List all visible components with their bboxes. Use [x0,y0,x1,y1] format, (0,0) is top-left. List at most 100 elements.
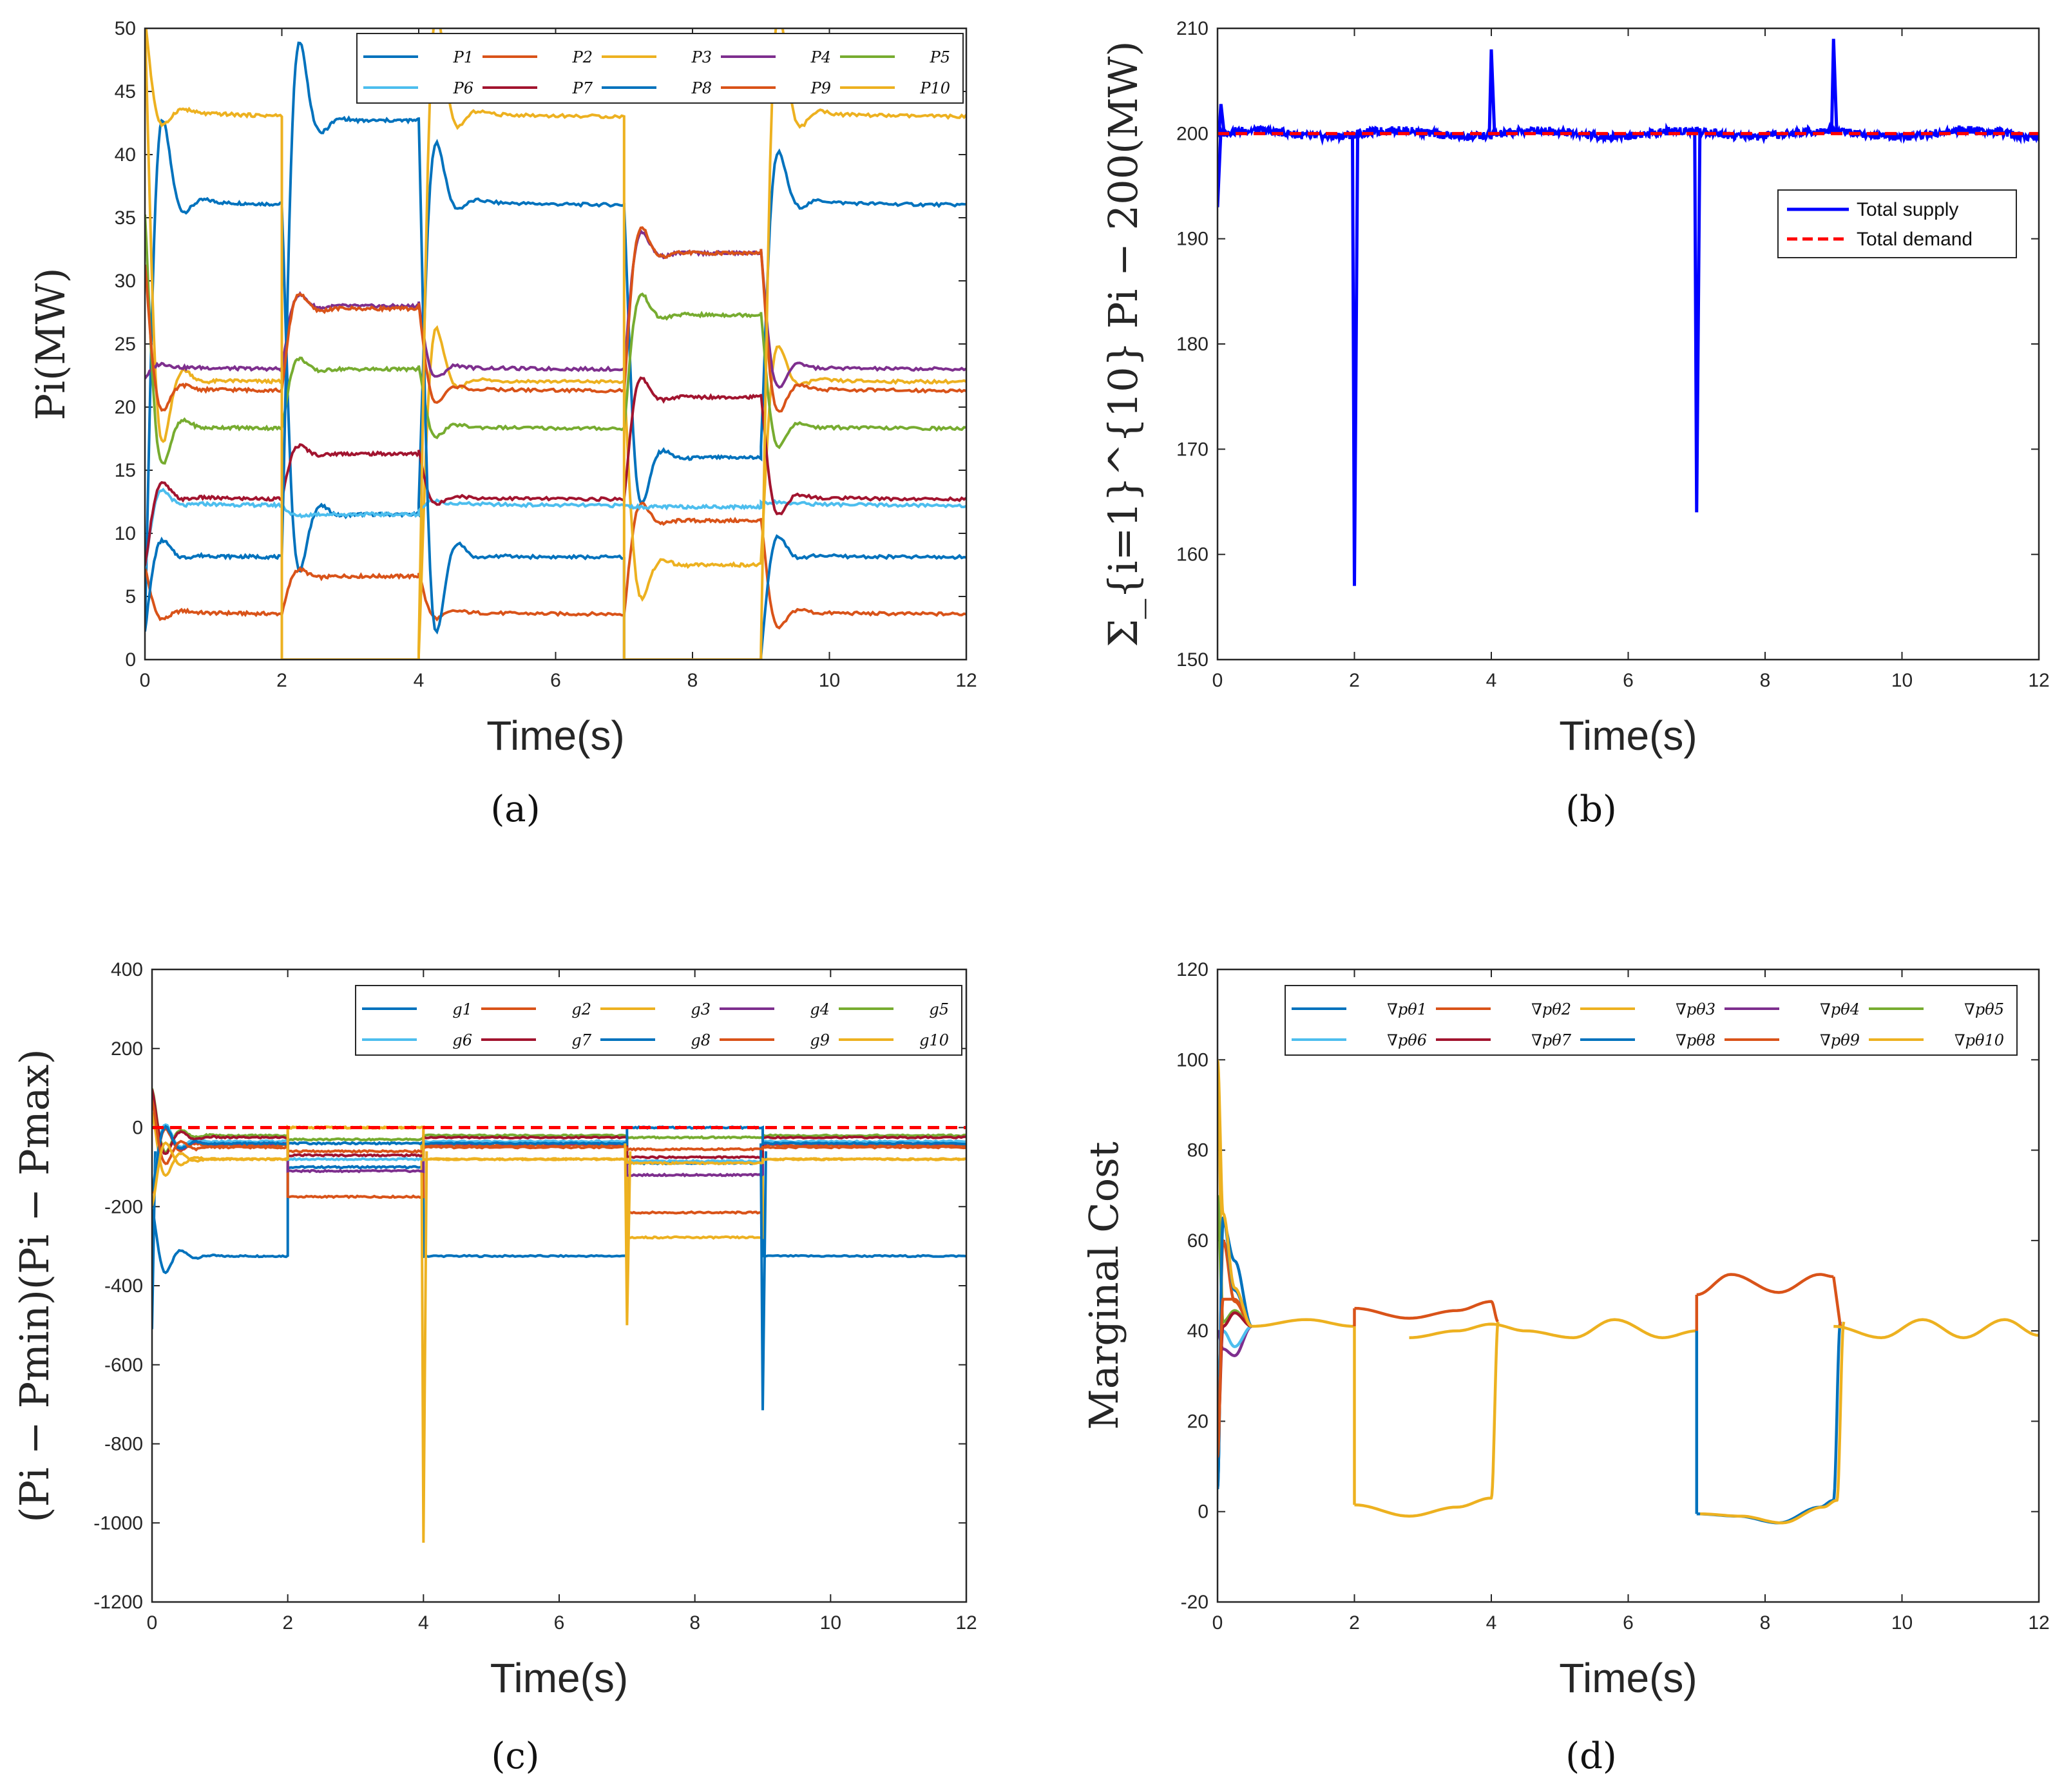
y-tick-label: 45 [115,81,136,102]
y-tick-label: 20 [1187,1411,1209,1432]
legend-box [355,985,962,1056]
y-tick-label: 160 [1176,544,1209,566]
y-tick-label: 60 [1187,1230,1209,1252]
series-line-P4 [145,228,966,389]
legend-box [356,33,964,104]
upper-curve-seg4 [1696,1273,1834,1297]
x-tick-label: 4 [1486,1612,1497,1634]
series-group [1218,1059,2039,1525]
panel-label: (a) [490,788,540,830]
legend-label-P7: P7 [572,79,593,97]
x-tick-label: 8 [1760,1612,1771,1634]
x-tick-label: 10 [819,670,840,691]
y-tick-label: -1000 [93,1512,143,1534]
y-axis-label: Marginal Cost [1080,1141,1127,1430]
legend-label-g9: g9 [810,1031,830,1049]
legend-label-P3: P3 [691,48,712,66]
legend-label-g8: g8 [691,1031,711,1049]
legend-label-total-demand: Total demand [1857,229,1973,250]
legend-label-P5: P5 [930,48,950,66]
consensus-curve-1 [1252,1318,1355,1328]
series-line-P1 [145,118,966,626]
y-tick-label: 190 [1176,229,1209,250]
chart-panel-d: 0 2 4 6 8 10 12-20020406080100120Time(s)(d)Mar… [1080,959,2050,1777]
series-line-g10 [152,1125,966,1206]
legend-label-∇pθ6: ∇pθ6 [1387,1031,1427,1049]
x-axis-label: Time(s) [490,1655,628,1701]
y-tick-label: 180 [1176,334,1209,355]
legend-box [1777,189,2017,258]
y-tick-label: 50 [115,18,136,39]
supply-spike [1693,133,1702,513]
plot-frame [1216,27,2040,661]
spike-g8 [760,1143,767,1411]
legend-label-g1: g1 [452,1000,472,1018]
y-tick-label: -20 [1181,1592,1209,1613]
y-axis-label: Pi(MW) [27,267,74,420]
y-tick-label: 120 [1176,959,1209,980]
y-tick-label: 40 [115,144,136,166]
y-tick-label: 100 [1176,1049,1209,1071]
rejoin-9 [1832,1276,1842,1327]
plot-frame [1216,968,2040,1603]
legend-label-P2: P2 [572,48,593,66]
panel-label: (d) [1565,1735,1617,1777]
chart-panel-a: 0 2 4 6 8 10 12 0 5 10 15 20 25 30 35 40 45 50 Time(s) (a) P… [27,18,977,830]
legend-label-∇pθ4: ∇pθ4 [1820,1000,1860,1018]
y-tick-label: 5 [125,586,136,607]
legend-label-g5: g5 [929,1000,949,1018]
y-tick-label: -600 [104,1355,143,1376]
supply-spike [1218,133,1223,207]
y-tick-label: 10 [115,523,136,544]
y-tick-label: -800 [104,1434,143,1455]
y-axis-label: (Pi − Pmin)(Pi − Pmax) [11,1049,58,1522]
x-tick-label: 12 [955,1612,977,1634]
legend-label-g6: g6 [452,1031,472,1049]
x-tick-label: 2 [276,670,287,691]
transient-8 [1218,1297,1252,1458]
y-tick-label: 400 [111,959,143,980]
consensus-curve-3 [1833,1318,2039,1339]
consensus-curve-2 [1409,1318,1697,1339]
series-line-g9 [152,1100,966,1165]
plot-area [1218,28,2039,660]
x-tick-label: 10 [820,1612,841,1634]
lower-curve-seg2 [1354,1321,1500,1518]
x-tick-label: 2 [282,1612,293,1634]
y-tick-label: 170 [1176,439,1209,460]
y-tick-label: 150 [1176,649,1209,671]
chart-panel-c: 0 2 4 6 8 10 12 -1200 -1000 -800 -600 -400 -200 0 200 4… [11,959,977,1777]
legend-label-g10: g10 [919,1031,949,1049]
x-tick-label: 2 [1349,670,1360,691]
x-tick-label: 12 [2028,1612,2049,1634]
plot-area [1218,969,2039,1602]
panel-label: (c) [491,1735,539,1777]
x-axis-label: Time(s) [486,712,624,759]
x-tick-label: 6 [1623,670,1634,691]
legend-label-∇pθ10: ∇pθ10 [1954,1031,2004,1049]
legend-label-∇pθ7: ∇pθ7 [1531,1031,1572,1049]
y-tick-label: 20 [115,397,136,418]
y-tick-label: 40 [1187,1320,1209,1342]
legend-label-g3: g3 [691,1000,711,1018]
y-tick-label: 30 [115,271,136,292]
legend-label-∇pθ9: ∇pθ9 [1820,1031,1860,1049]
series-line-P2 [145,501,966,630]
series-group [145,28,966,660]
x-tick-label: 6 [554,1612,565,1634]
legend-label-g7: g7 [571,1031,591,1049]
legend-label-∇pθ3: ∇pθ3 [1676,1000,1715,1018]
y-tick-label: 200 [111,1038,143,1060]
legend-label-P4: P4 [810,48,831,66]
x-axis-label: Time(s) [1559,1655,1697,1701]
x-tick-label: 0 [1212,670,1223,691]
series-line-P6 [145,488,966,569]
series-line-g8 [152,1125,966,1192]
x-tick-label: 12 [955,670,977,691]
plot-frame [151,968,968,1603]
x-tick-label: 10 [1891,670,1913,691]
legend-label-P10: P10 [919,79,950,97]
series-line-total-supply [1218,121,2039,146]
x-tick-label: 10 [1891,1612,1913,1634]
